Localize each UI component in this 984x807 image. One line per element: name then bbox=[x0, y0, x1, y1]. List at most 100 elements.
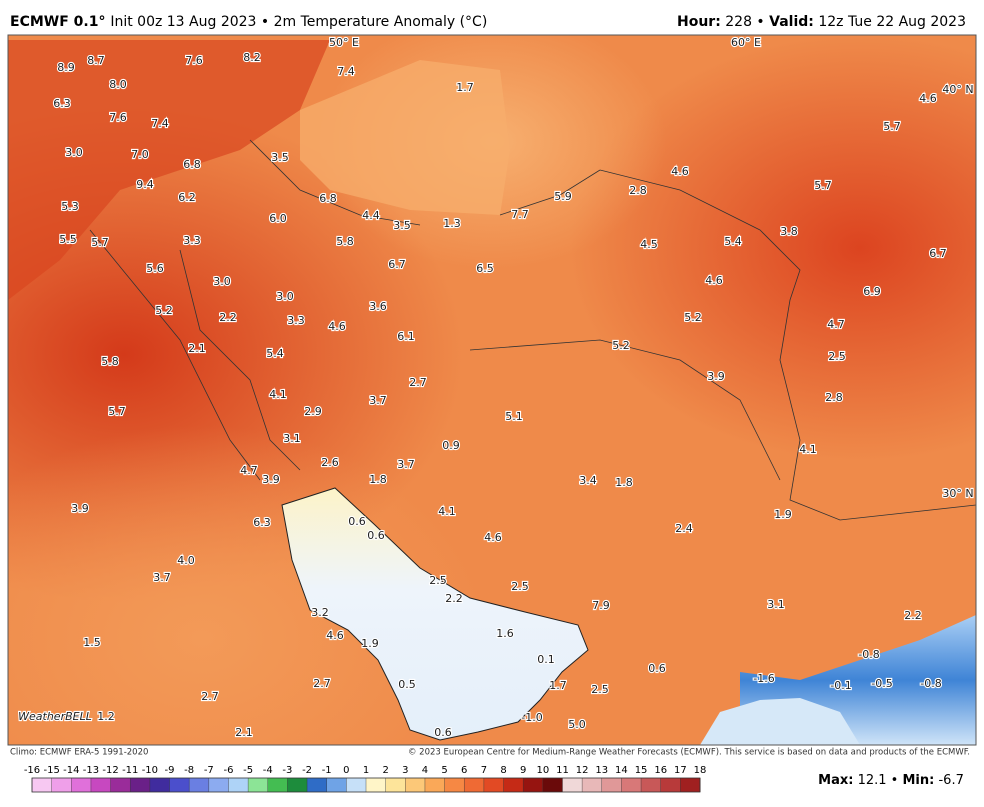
map-value-label: 6.2 bbox=[178, 191, 196, 204]
header-segment: Valid: bbox=[769, 14, 814, 30]
map-value-label: 3.3 bbox=[287, 314, 305, 327]
map-value-label: 5.8 bbox=[101, 355, 119, 368]
map-value-label: 5.2 bbox=[684, 311, 702, 324]
map-value-label: 6.8 bbox=[319, 192, 337, 205]
colorbar-tick-label: -8 bbox=[184, 765, 194, 776]
colorbar-cell bbox=[621, 778, 642, 792]
map-value-label: 2.5 bbox=[591, 683, 609, 696]
map-value-label: 4.1 bbox=[438, 505, 456, 518]
colorbar-cell bbox=[483, 778, 505, 792]
colorbar-cell bbox=[307, 778, 328, 792]
colorbar-cell bbox=[90, 778, 112, 792]
colorbar-tick-label: -4 bbox=[263, 765, 273, 776]
map-value-label: 1.9 bbox=[774, 508, 792, 521]
map-value-label: 4.4 bbox=[362, 209, 380, 222]
map-value-label: 6.9 bbox=[863, 285, 881, 298]
colorbar-tick-label: -11 bbox=[122, 765, 138, 776]
map-value-label: 2.7 bbox=[409, 376, 427, 389]
colorbar-cell bbox=[110, 778, 131, 792]
map-value-label: 1.3 bbox=[443, 217, 461, 230]
map-value-label: 3.7 bbox=[153, 571, 171, 584]
map-value-label: 8.2 bbox=[243, 51, 261, 64]
map-value-label: 4.6 bbox=[328, 320, 346, 333]
map-value-label: 3.5 bbox=[393, 219, 411, 232]
colorbar-cell bbox=[562, 778, 583, 792]
map-value-label: -0.1 bbox=[830, 679, 851, 692]
max-value: 12.1 bbox=[858, 773, 887, 788]
map-value-label: 3.7 bbox=[397, 458, 415, 471]
colorbar-tick-label: -1 bbox=[322, 765, 332, 776]
map bbox=[7, 34, 977, 746]
map-value-label: 5.5 bbox=[59, 233, 77, 246]
colorbar-cell bbox=[660, 778, 681, 792]
map-value-label: -0.5 bbox=[871, 677, 892, 690]
map-value-label: 3.7 bbox=[369, 394, 387, 407]
map-value-label: 5.7 bbox=[108, 405, 126, 418]
map-value-label: 5.7 bbox=[883, 120, 901, 133]
map-value-label: 8.9 bbox=[57, 61, 75, 74]
colorbar-tick-label: -15 bbox=[43, 765, 59, 776]
map-value-label: 4.7 bbox=[240, 464, 258, 477]
map-value-label: 5.8 bbox=[336, 235, 354, 248]
coordinate-label: 60° E bbox=[731, 36, 761, 49]
colorbar-tick-label: 4 bbox=[422, 765, 428, 776]
colorbar-tick-label: -6 bbox=[223, 765, 233, 776]
map-value-label: 2.7 bbox=[201, 690, 219, 703]
header-segment: 12z Tue 22 Aug 2023 bbox=[814, 14, 966, 30]
header-right: Hour: 228 • Valid: 12z Tue 22 Aug 2023 bbox=[677, 14, 966, 30]
map-value-label: 2.2 bbox=[219, 311, 237, 324]
colorbar-tick-label: 2 bbox=[382, 765, 388, 776]
header-segment: Hour: bbox=[677, 14, 721, 30]
map-value-label: 3.5 bbox=[271, 151, 289, 164]
colorbar-cell bbox=[346, 778, 367, 792]
map-value-label: 3.2 bbox=[311, 606, 329, 619]
map-value-label: 7.7 bbox=[511, 208, 529, 221]
colorbar-tick-label: 12 bbox=[576, 765, 589, 776]
map-value-label: 2.5 bbox=[511, 580, 529, 593]
colorbar-cell bbox=[523, 778, 544, 792]
watermark: WeatherBELL bbox=[18, 710, 92, 723]
map-value-label: -1.0 bbox=[521, 711, 542, 724]
map-value-label: 4.0 bbox=[177, 554, 195, 567]
map-value-label: 1.8 bbox=[369, 473, 387, 486]
map-value-label: 7.4 bbox=[151, 117, 169, 130]
colorbar-cell bbox=[444, 778, 465, 792]
colorbar-tick-label: 18 bbox=[694, 765, 707, 776]
map-value-label: 4.6 bbox=[326, 629, 344, 642]
map-value-label: 2.8 bbox=[825, 391, 843, 404]
map-value-label: 6.3 bbox=[253, 516, 271, 529]
colorbar-cell bbox=[680, 778, 701, 792]
colorbar-tick-label: 8 bbox=[500, 765, 506, 776]
colorbar-cell bbox=[71, 778, 92, 792]
separator: • bbox=[887, 773, 903, 788]
colorbar-cell bbox=[267, 778, 288, 792]
map-value-label: 2.8 bbox=[629, 184, 647, 197]
map-value-label: 5.2 bbox=[612, 339, 630, 352]
map-value-label: 1.7 bbox=[456, 81, 474, 94]
map-value-label: 5.4 bbox=[266, 347, 284, 360]
colorbar-tick-label: 3 bbox=[402, 765, 408, 776]
colorbar-tick-label: 15 bbox=[635, 765, 648, 776]
map-value-label: 2.7 bbox=[313, 677, 331, 690]
colorbar-cell bbox=[366, 778, 387, 792]
map-value-label: 2.1 bbox=[235, 726, 253, 739]
colorbar-cell bbox=[503, 778, 524, 792]
map-value-label: 3.6 bbox=[369, 300, 387, 313]
map-value-label: 2.2 bbox=[904, 609, 922, 622]
header-segment: ECMWF 0.1° bbox=[10, 14, 110, 30]
map-value-label: 1.9 bbox=[361, 637, 379, 650]
map-value-label: 4.6 bbox=[919, 92, 937, 105]
coordinate-label: 40° N bbox=[942, 83, 973, 96]
map-value-label: 9.4 bbox=[136, 178, 154, 191]
map-value-label: 3.0 bbox=[65, 146, 83, 159]
header-left: ECMWF 0.1° Init 00z 13 Aug 2023 • 2m Tem… bbox=[10, 14, 487, 30]
colorbar-cell bbox=[149, 778, 171, 792]
map-value-label: 3.9 bbox=[71, 502, 89, 515]
map-value-label: 4.7 bbox=[827, 318, 845, 331]
map-value-label: 6.5 bbox=[476, 262, 494, 275]
map-value-label: 2.6 bbox=[321, 456, 339, 469]
colorbar-tick-label: -16 bbox=[24, 765, 40, 776]
map-value-label: 4.6 bbox=[484, 531, 502, 544]
colorbar-tick-label: -10 bbox=[142, 765, 158, 776]
colorbar-cell bbox=[51, 778, 72, 792]
